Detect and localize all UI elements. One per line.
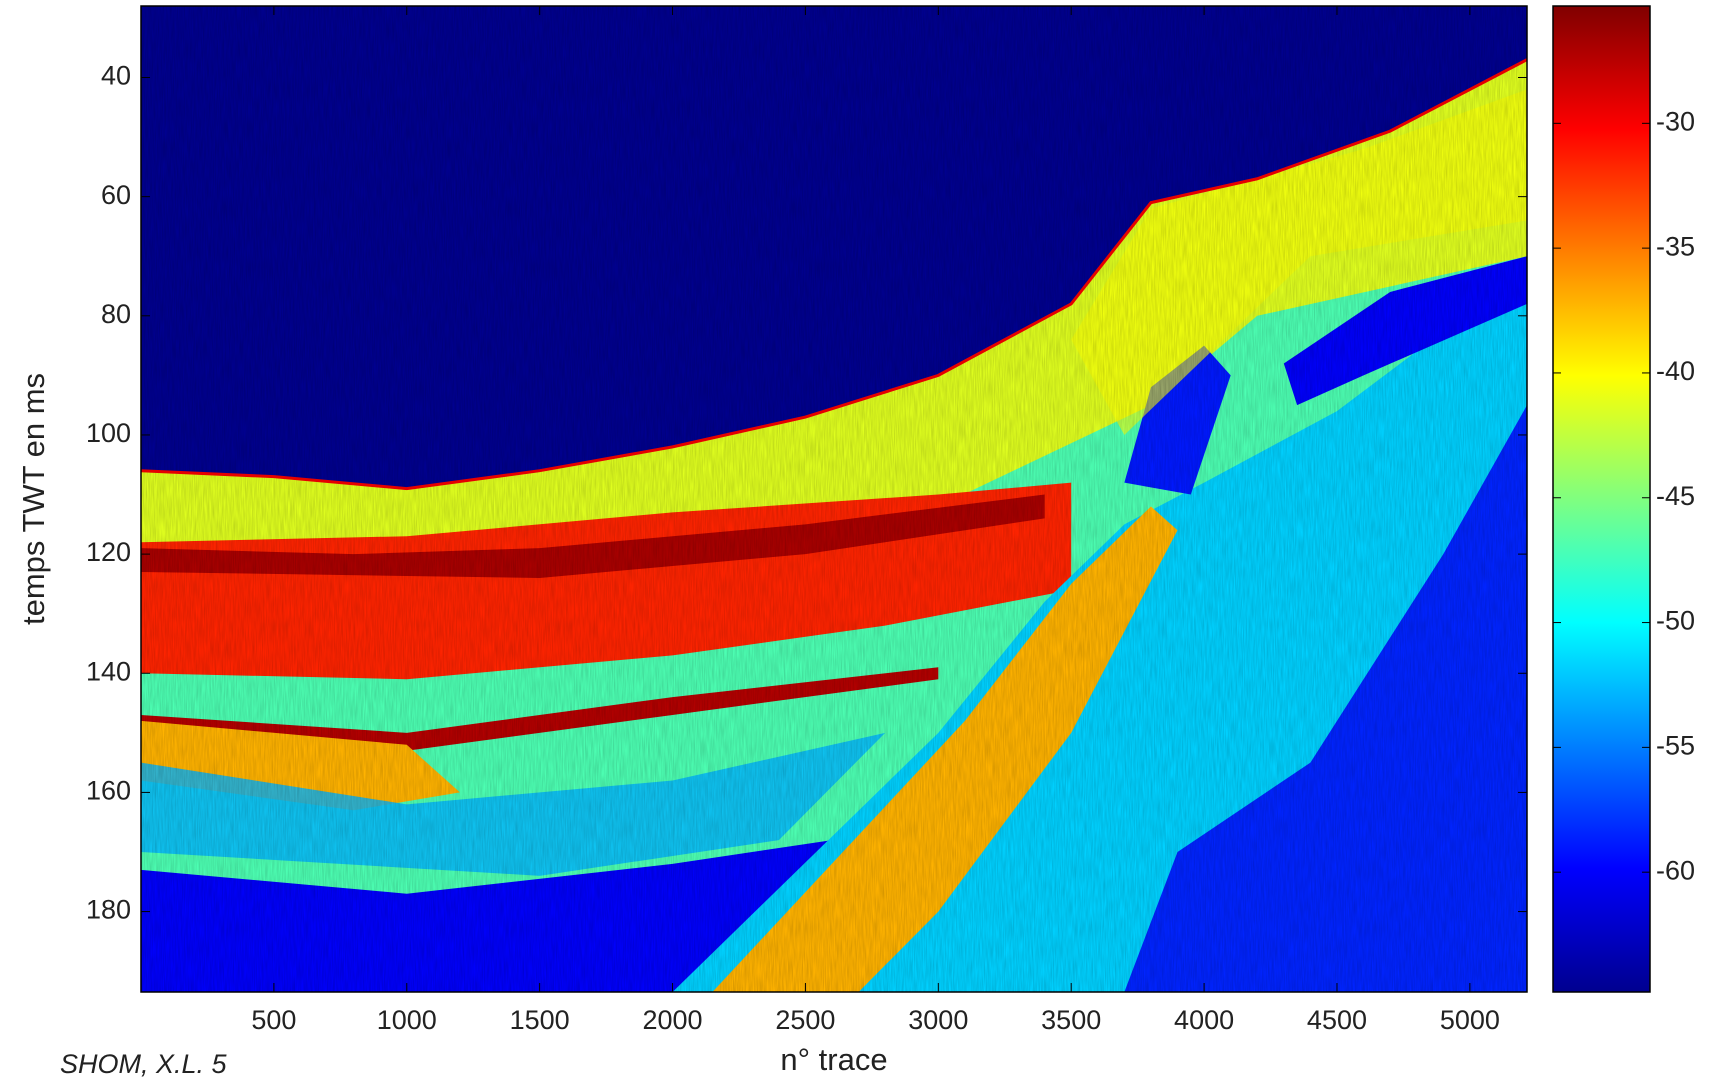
colorbar-tick-label: -35	[1656, 231, 1695, 261]
colorbar-tick-label: -45	[1656, 481, 1695, 511]
y-axis-title: temps TWT en ms	[16, 373, 51, 625]
texture	[141, 6, 1527, 992]
colorbar-tick-label: -30	[1656, 106, 1695, 136]
y-tick-label: 40	[101, 61, 131, 91]
colorbar-tick-label: -50	[1656, 606, 1695, 636]
x-axis-title: n° trace	[780, 1042, 887, 1077]
x-tick-label: 4500	[1307, 1005, 1367, 1035]
x-tick-label: 2000	[643, 1005, 703, 1035]
y-tick-label: 140	[86, 656, 131, 686]
y-tick-label: 60	[101, 180, 131, 210]
colorbar-tick-label: -40	[1656, 356, 1695, 386]
colorbar-tick-label: -55	[1656, 730, 1695, 760]
x-tick-label: 1000	[377, 1005, 437, 1035]
seismic-image	[141, 6, 1527, 992]
x-tick-label: 500	[251, 1005, 296, 1035]
chart: n° trace temps TWT en ms SHOM, X.L. 5 -6…	[0, 0, 1725, 1079]
y-tick-label: 100	[86, 418, 131, 448]
x-tick-label: 2500	[775, 1005, 835, 1035]
x-tick-label: 4000	[1174, 1005, 1234, 1035]
y-tick-label: 120	[86, 537, 131, 567]
credit: SHOM, X.L. 5	[60, 1049, 228, 1079]
colorbar-tick-label: -60	[1656, 855, 1695, 885]
x-tick-label: 1500	[510, 1005, 570, 1035]
y-tick-label: 160	[86, 776, 131, 806]
y-tick-label: 80	[101, 299, 131, 329]
y-tick-label: 180	[86, 895, 131, 925]
x-tick-label: 5000	[1440, 1005, 1500, 1035]
colorbar	[1553, 6, 1650, 992]
x-tick-label: 3500	[1041, 1005, 1101, 1035]
colorbar-fill	[1553, 6, 1650, 992]
x-tick-label: 3000	[908, 1005, 968, 1035]
